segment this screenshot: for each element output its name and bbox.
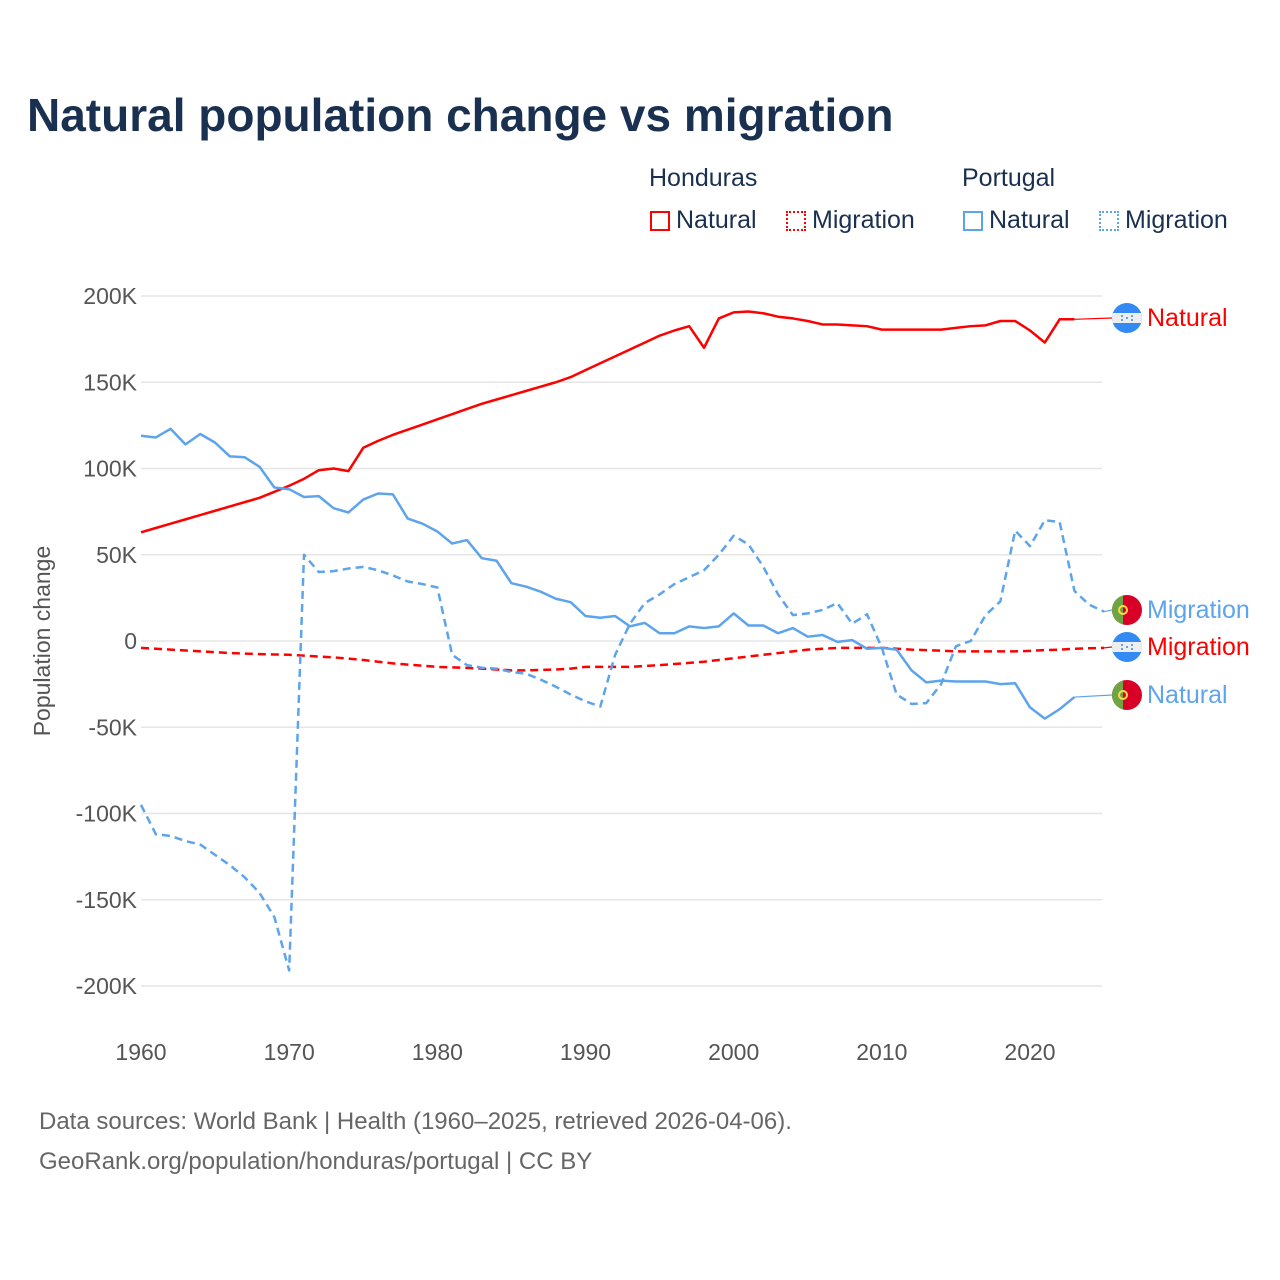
legend-honduras-migration[interactable]: Migration: [786, 206, 915, 235]
x-tick-label: 1980: [412, 1039, 463, 1065]
series-line-portugal-migration: [139, 519, 1105, 972]
legend-label: Natural: [676, 206, 757, 234]
x-tick-label: 1960: [115, 1039, 166, 1065]
legend-swatch: [650, 210, 670, 231]
x-tick-label: 1990: [560, 1039, 611, 1065]
legend-label: Natural: [989, 206, 1070, 234]
y-tick-label: 150K: [83, 369, 137, 395]
y-tick-label: 100K: [83, 456, 137, 482]
legend-label: Migration: [1125, 206, 1228, 234]
y-tick-label: 200K: [83, 283, 137, 309]
y-tick-label: -50K: [88, 714, 137, 740]
portugal-flag-icon: [1112, 680, 1142, 710]
y-tick-label: -200K: [76, 973, 138, 999]
y-tick-label: 0: [124, 628, 137, 654]
legend-portugal-migration[interactable]: Migration: [1099, 206, 1228, 235]
y-tick-label: -150K: [76, 887, 138, 913]
legend-group-portugal: Portugal: [962, 164, 1056, 192]
y-tick-label: 50K: [96, 542, 138, 568]
legend-group-honduras: Honduras: [649, 164, 758, 192]
legend-honduras-natural[interactable]: Natural: [650, 206, 757, 235]
legend-swatch: [1099, 210, 1119, 231]
chart-title: Natural population change vs migration: [27, 89, 894, 141]
label-connector: [1104, 646, 1113, 649]
series-end-label: Natural: [1147, 681, 1228, 709]
x-tick-label: 2010: [856, 1039, 907, 1065]
x-tick-label: 2000: [708, 1039, 759, 1065]
legend-portugal-natural[interactable]: Natural: [963, 206, 1070, 235]
source-line-1: Data sources: World Bank | Health (1960–…: [39, 1108, 792, 1135]
series-end-label: Migration: [1147, 633, 1250, 661]
honduras-flag-icon: [1112, 632, 1142, 662]
label-connector: [1074, 694, 1113, 698]
y-axis-label: Population change: [29, 546, 55, 737]
honduras-flag-icon: [1112, 303, 1142, 333]
series-line-honduras-natural: [140, 310, 1075, 534]
x-tick-label: 2020: [1004, 1039, 1055, 1065]
source-line-2[interactable]: GeoRank.org/population/honduras/portugal…: [39, 1148, 593, 1175]
legend-swatch: [786, 210, 806, 231]
series-end-label: Migration: [1147, 596, 1250, 624]
y-tick-label: -100K: [76, 801, 138, 827]
series-line-portugal-natural: [140, 427, 1076, 720]
series-end-label: Natural: [1147, 304, 1228, 332]
series-line-honduras-migration: [140, 646, 1105, 672]
portugal-flag-icon: [1112, 595, 1142, 625]
legend-label: Migration: [812, 206, 915, 234]
label-connector: [1103, 609, 1113, 613]
label-connector: [1074, 317, 1113, 320]
legend-swatch: [963, 210, 983, 231]
x-tick-label: 1970: [264, 1039, 315, 1065]
